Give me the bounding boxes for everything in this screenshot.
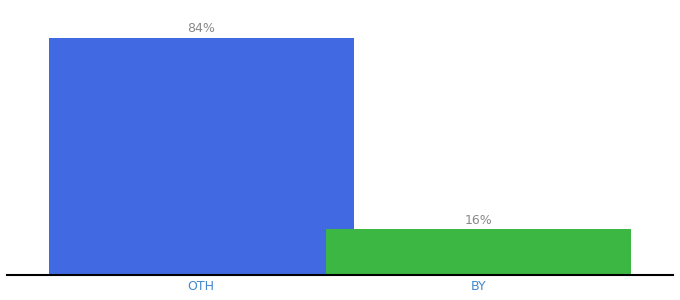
Bar [326,230,632,274]
Text: 84%: 84% [187,22,215,35]
Bar [48,38,354,274]
Text: 16%: 16% [465,214,492,226]
